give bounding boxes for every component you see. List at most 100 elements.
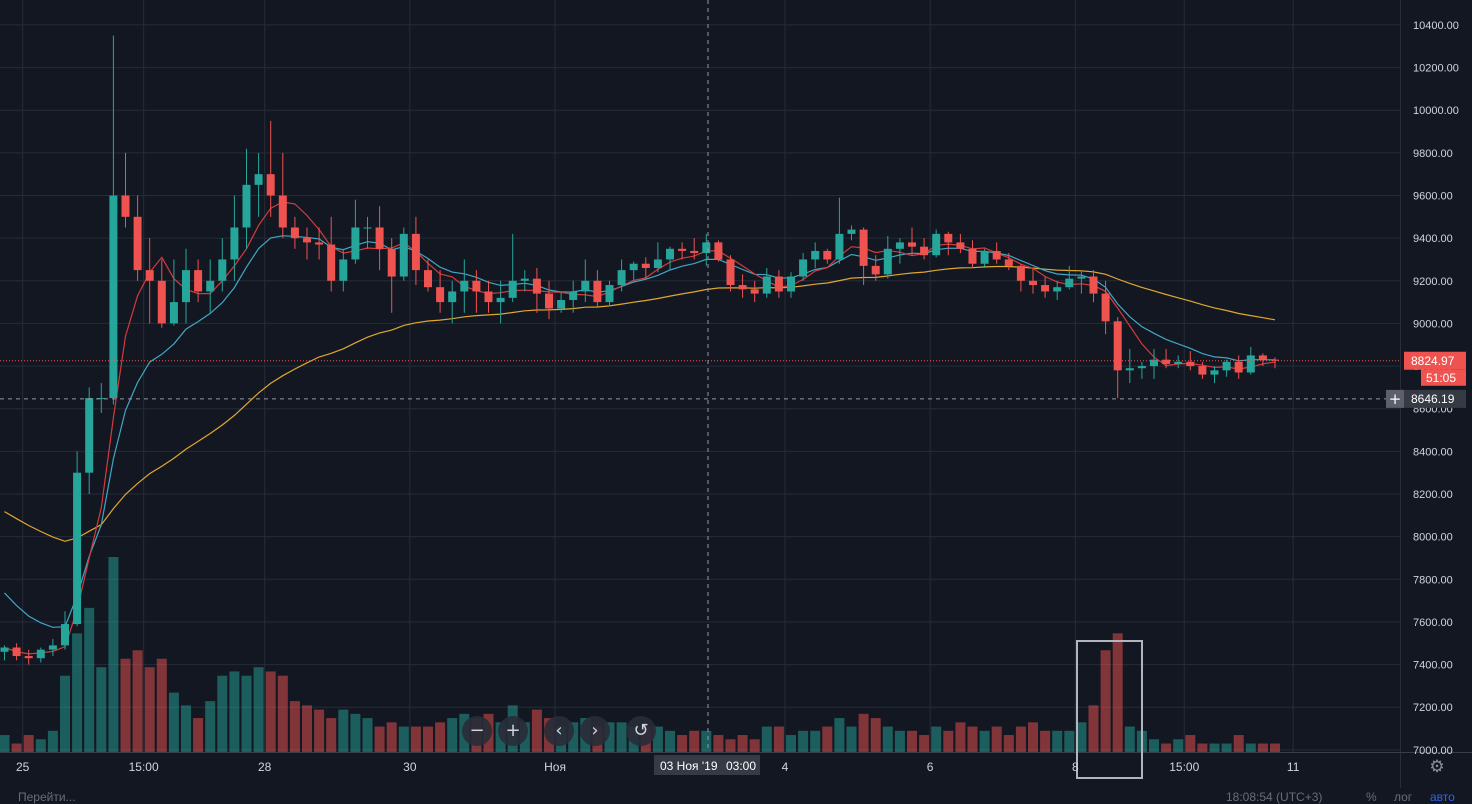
candle-body (714, 242, 723, 260)
candle-body (847, 229, 856, 234)
candle-body (399, 233, 408, 277)
volume-bar (713, 735, 724, 752)
candle-body (484, 291, 493, 303)
volume-bar (1221, 743, 1232, 752)
candle-body (1162, 359, 1171, 364)
last-price-tag (1404, 351, 1466, 370)
candle-body (980, 250, 989, 264)
scroll-right-button[interactable]: › (580, 716, 610, 746)
candle-body (859, 229, 868, 266)
volume-bar (665, 730, 675, 752)
ma-slow-line (4, 265, 1276, 542)
x-tick-label: 11 (1287, 760, 1300, 774)
clock-readout[interactable]: 18:08:54 (UTC+3) (1226, 790, 1323, 804)
candle-body (653, 259, 662, 268)
volume-bar (1209, 743, 1220, 752)
volume-bar (0, 735, 10, 752)
volume-bar (749, 739, 760, 752)
zoom-in-button[interactable]: + (498, 716, 528, 746)
candle-body (230, 227, 239, 260)
gear-icon[interactable]: ⚙ (1429, 757, 1445, 777)
candle-body (1016, 265, 1025, 281)
volume-bar (531, 709, 542, 752)
zoom-out-button[interactable]: − (462, 716, 492, 746)
volume-bar (156, 658, 167, 752)
crosshair-price-value: 8646.19 (1411, 392, 1455, 406)
volume-bar (1173, 739, 1184, 752)
volume-bar (834, 718, 845, 752)
candle-body (605, 285, 614, 303)
candle-body (1210, 370, 1219, 375)
volume-bar (798, 730, 809, 752)
candle-body (1174, 361, 1183, 364)
candle-body (436, 287, 445, 303)
candle-body (641, 263, 650, 268)
y-tick-label: 10200.00 (1413, 63, 1459, 75)
volume-bar (410, 726, 421, 752)
candle-body (0, 647, 9, 652)
candle-body (315, 242, 324, 245)
percent-scale-toggle[interactable]: % (1366, 790, 1377, 804)
candle-body (157, 280, 166, 324)
volume-bar (362, 718, 373, 752)
price-labels: 8824.97 51:05 + 8646.19 03 Ноя '19 03:00 (654, 351, 1466, 775)
volume-bar (1185, 735, 1196, 752)
volume-bar (84, 607, 95, 752)
log-scale-toggle[interactable]: лог (1394, 790, 1413, 804)
volume-bar (1233, 735, 1244, 752)
candle-body (194, 270, 203, 292)
volume-bar (60, 675, 70, 752)
x-tick-label: 30 (403, 760, 417, 774)
candle-body (1101, 293, 1110, 322)
volume-bar (435, 722, 446, 752)
candle-body (1029, 280, 1037, 286)
volume-bar (1112, 633, 1123, 752)
volume-bar (144, 667, 155, 752)
y-tick-label: 9200.00 (1413, 276, 1453, 288)
candle-body (411, 233, 420, 271)
candle-body (1125, 368, 1134, 371)
goto-date-link[interactable]: Перейти... (18, 790, 76, 804)
price-axis[interactable]: 10400.00 10200.00 10000.00 9800.00 9600.00 94… (1413, 20, 1459, 757)
volume-bar (193, 718, 204, 752)
candle-body (545, 293, 553, 309)
candle-body (1053, 287, 1062, 292)
scroll-left-button[interactable]: ‹ (544, 716, 574, 746)
candle-body (799, 259, 808, 277)
reset-chart-button[interactable]: ↺ (626, 716, 656, 746)
volume-bar (350, 713, 361, 752)
candle-body (387, 248, 396, 277)
volume-bar (217, 675, 228, 752)
candle-body (932, 233, 941, 256)
candle-body (532, 278, 541, 294)
x-tick-label: Ноя (544, 760, 566, 774)
candle-body (48, 645, 57, 650)
ma-fast-line (4, 201, 1276, 655)
volume-bar (991, 726, 1002, 752)
candle-body (835, 233, 844, 260)
volume-bar (568, 722, 579, 752)
volume-bar (725, 739, 736, 752)
candle-body (242, 184, 251, 228)
volume-bar (846, 726, 857, 752)
volume-bar (423, 726, 433, 752)
volume-bar (253, 667, 264, 752)
y-tick-label: 8200.00 (1413, 489, 1453, 501)
y-tick-label: 10000.00 (1413, 105, 1459, 117)
candle-body (1234, 361, 1243, 373)
time-axis[interactable]: 25 15:00 28 30 Ноя 4 6 8 15:00 11 (16, 760, 1300, 774)
candle-body (97, 398, 106, 400)
volume-bar (326, 718, 337, 752)
countdown-tag (1421, 369, 1466, 386)
candle-body (1137, 366, 1146, 369)
volume-bar (132, 650, 143, 752)
status-bar: Перейти... 18:08:54 (UTC+3) % лог авто (0, 788, 1472, 804)
candle-body (557, 299, 566, 309)
candle-body (424, 270, 432, 288)
volume-bar (931, 726, 942, 752)
volume-bar (882, 726, 893, 752)
x-tick-label: 15:00 (1169, 760, 1199, 774)
auto-scale-toggle[interactable]: авто (1430, 790, 1455, 804)
